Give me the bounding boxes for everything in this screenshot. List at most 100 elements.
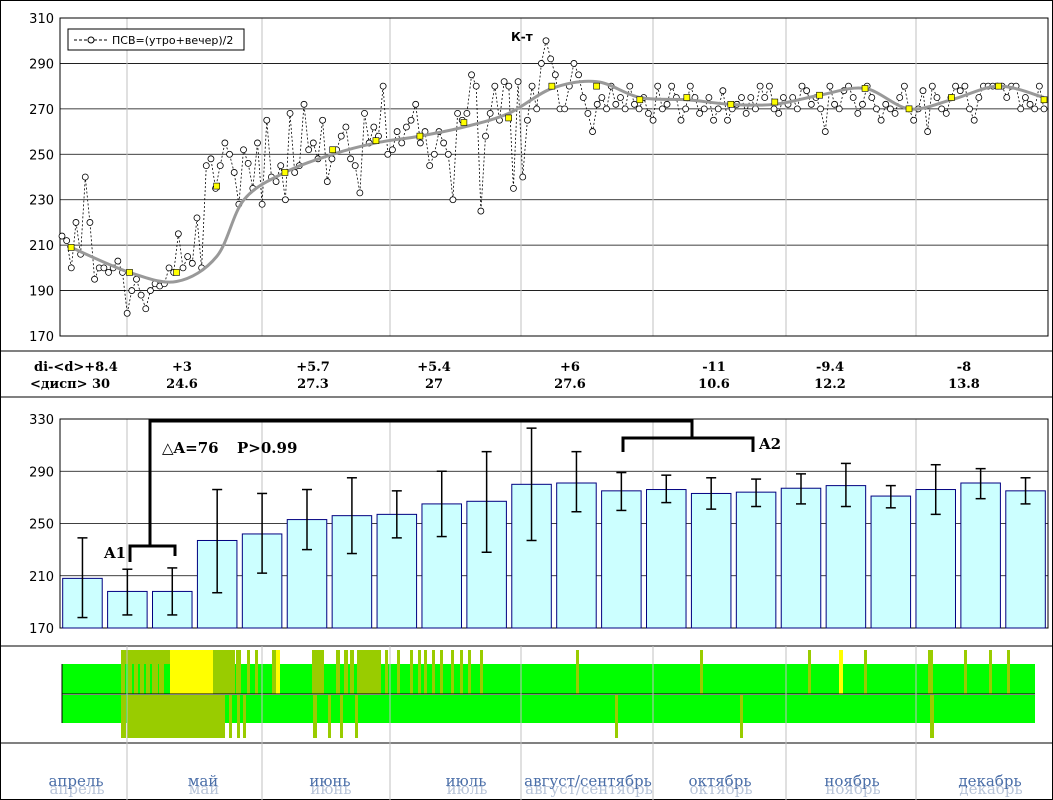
bar: [780, 487, 822, 629]
stripe-mark: [964, 650, 967, 694]
month-label: декабрь: [958, 772, 1021, 790]
stripe-mark: [350, 650, 354, 694]
daily-point: [486, 110, 494, 117]
average-marker: [173, 269, 180, 276]
stripe-mark: [213, 650, 235, 694]
stats-row: di-<d> <дисп> +8.4 30 +3 24.6 +5.7 27.3 +5.4 27…: [30, 360, 980, 392]
stripe-mark: [313, 695, 317, 738]
daily-point: [514, 78, 522, 85]
annotation-a2: A2: [758, 435, 781, 453]
stripe-mark: [146, 650, 150, 694]
daily-point: [319, 116, 327, 124]
daily-point: [412, 100, 420, 108]
daily-point: [454, 110, 461, 117]
month-label: октябрь: [689, 772, 752, 790]
daily-point: [770, 105, 778, 113]
stats-disp-value: 27.6: [554, 377, 586, 392]
top-y-tick-label: 290: [29, 57, 54, 72]
top-chart-grid: [60, 63, 1048, 291]
top-y-axis: 170 190 210 230 250 270 290 310: [29, 12, 54, 345]
daily-point: [258, 200, 266, 208]
daily-point: [402, 123, 410, 131]
daily-point: [100, 264, 108, 272]
daily-point: [924, 128, 932, 135]
stripe-mark: [930, 695, 934, 738]
daily-point: [468, 71, 475, 79]
daily-point: [86, 219, 94, 226]
daily-point: [705, 94, 713, 101]
daily-point: [440, 139, 448, 147]
daily-point: [361, 110, 368, 117]
average-marker: [636, 96, 644, 104]
stats-delta-label: di-<d>: [34, 360, 84, 375]
average-marker: [905, 105, 913, 113]
average-marker: [861, 85, 869, 92]
stripe-mark: [576, 650, 579, 694]
average-marker: [771, 98, 779, 106]
daily-point: [626, 82, 634, 90]
daily-point: [724, 116, 731, 124]
stats-disp-value: 30: [92, 377, 110, 392]
daily-point: [300, 100, 308, 108]
daily-point: [663, 100, 671, 108]
daily-point: [463, 110, 471, 117]
stripe-mark: [700, 650, 703, 694]
stripe-mark: [480, 650, 483, 694]
stripe-panel: [61, 646, 1035, 743]
daily-point: [472, 82, 480, 90]
top-chart-month-lines: [126, 18, 917, 336]
stripe-mark: [140, 650, 144, 694]
stripe-mark: [839, 650, 843, 694]
daily-point: [500, 78, 508, 85]
stripe-mark: [355, 695, 358, 738]
daily-point: [900, 82, 908, 90]
daily-point: [519, 173, 527, 181]
stripe-mark: [247, 650, 250, 694]
annotation-p-value: P>0.99: [237, 439, 297, 457]
daily-point: [956, 87, 964, 95]
daily-point: [793, 105, 801, 113]
daily-point: [631, 100, 638, 108]
top-y-tick-label: 210: [29, 239, 54, 254]
daily-point: [351, 162, 359, 170]
stripe-mark: [127, 695, 225, 738]
average-marker: [372, 137, 380, 144]
stripe-mark: [928, 650, 933, 694]
daily-point: [1026, 100, 1034, 108]
stripe-mark: [468, 650, 471, 694]
stripe-mark: [336, 650, 340, 694]
daily-point: [184, 253, 192, 260]
daily-point: [91, 275, 98, 283]
daily-point: [230, 169, 238, 176]
stats-delta-value: -11: [702, 360, 726, 375]
stats-disp-value: 27.3: [297, 377, 329, 392]
month-label-shadow: апрель: [49, 780, 104, 798]
bar: [825, 485, 867, 629]
daily-point: [81, 173, 89, 181]
daily-point: [379, 82, 387, 90]
stripe-mark: [276, 650, 280, 694]
stripe-mark: [808, 650, 811, 694]
month-label-shadow: октябрь: [690, 780, 753, 798]
top-y-tick-label: 230: [29, 194, 54, 209]
top-y-tick-label: 250: [29, 148, 54, 163]
daily-point: [128, 287, 136, 294]
daily-point: [561, 105, 569, 113]
daily-point: [370, 123, 378, 131]
daily-point: [612, 100, 620, 108]
chart-title: К-т: [511, 30, 533, 44]
daily-point: [710, 116, 717, 124]
bar-plot-area: [59, 418, 1049, 629]
bar: [556, 482, 597, 629]
month-label: июнь: [309, 772, 350, 790]
daily-point: [779, 94, 787, 101]
bar: [1005, 490, 1046, 629]
daily-point: [133, 275, 140, 283]
legend-marker: [87, 36, 95, 44]
daily-point: [510, 184, 517, 192]
daily-point: [193, 214, 201, 222]
daily-point: [742, 110, 750, 117]
month-label: апрель: [48, 772, 103, 790]
daily-point: [849, 94, 857, 101]
daily-point: [942, 110, 950, 117]
